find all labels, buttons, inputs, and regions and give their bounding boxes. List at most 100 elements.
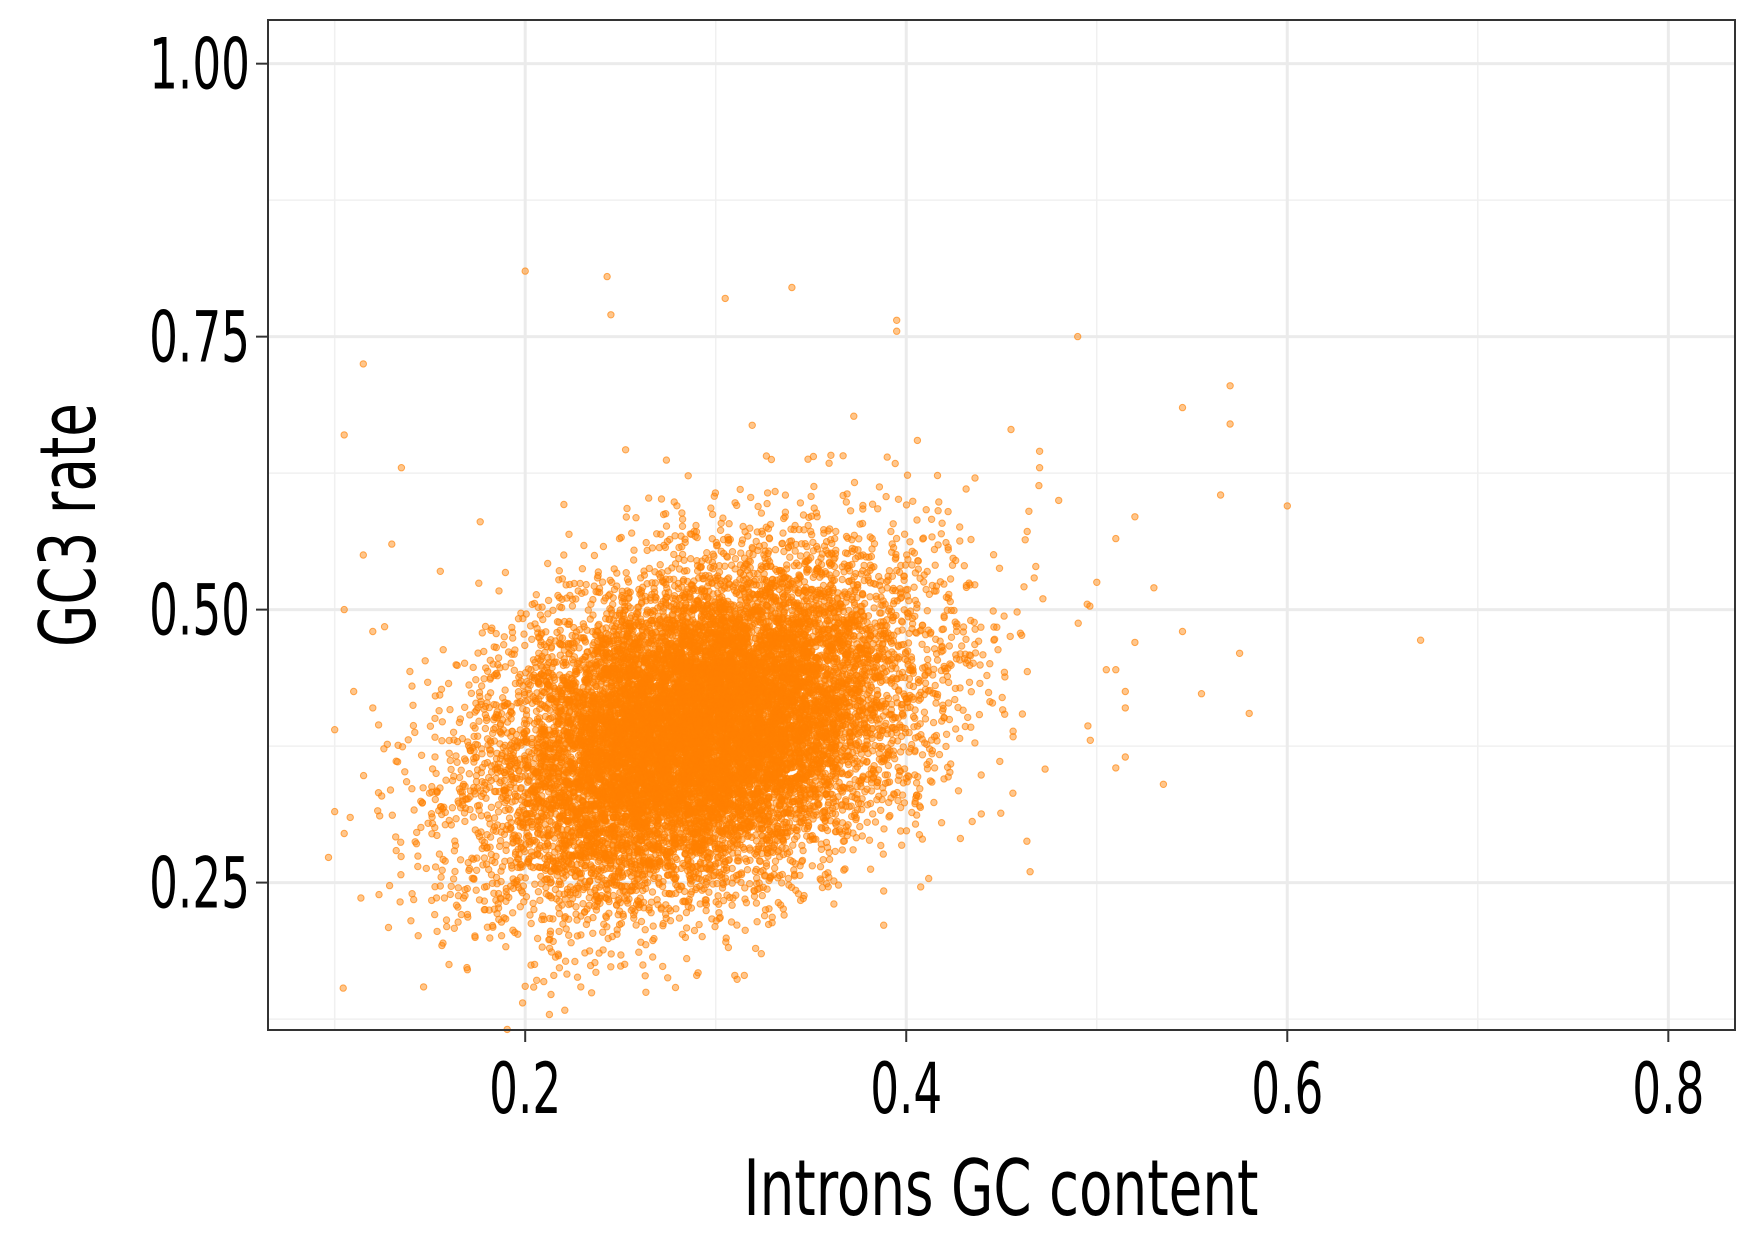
scatter-point [910,583,918,591]
scatter-point [465,770,473,778]
scatter-point [892,534,901,543]
scatter-point [438,737,446,745]
scatter-point [642,988,650,996]
scatter-point [527,961,535,969]
scatter-point [385,881,394,890]
scatter-point [894,642,903,651]
scatter-point [467,689,476,697]
scatter-point [995,564,1004,572]
scatter-point [863,801,872,809]
scatter-point [560,551,568,559]
scatter-point [448,804,457,812]
scatter-point [932,699,940,707]
scatter-point [781,491,790,499]
scatter-point [649,922,657,930]
scatter-point [747,493,755,502]
scatter-point [912,779,921,787]
scatter-point [346,813,354,822]
scatter-point [408,682,416,690]
scatter-point [433,927,441,936]
scatter-point [357,894,365,902]
scatter-point [630,546,638,554]
scatter-point [933,656,942,664]
scatter-point [431,714,439,723]
scatter-point [518,999,527,1007]
points-layer [324,267,1425,1034]
scatter-point [923,607,931,615]
scatter-point [495,587,503,595]
scatter-point [928,533,936,541]
scatter-point [887,527,895,536]
scatter-point [1084,722,1092,730]
scatter-point [563,970,571,978]
scatter-point [424,678,432,686]
scatter-point [641,972,649,980]
scatter-point [902,501,911,509]
scatter-point [971,739,979,747]
scatter-point [494,808,503,816]
scatter-point [1023,667,1032,676]
scatter-point [478,750,486,758]
scatter-point [397,871,405,879]
scatter-point [439,646,447,654]
scatter-point [472,676,480,684]
scatter-point [687,555,695,563]
scatter-point [877,806,885,814]
scatter-point [779,529,787,537]
scatter-point [526,911,534,919]
scatter-point [410,895,418,904]
scatter-point [809,538,817,547]
scatter-point [894,495,903,503]
scatter-point [793,832,801,840]
scatter-point [630,556,638,564]
scatter-point [538,943,546,951]
scatter-point [431,733,439,741]
scatter-point [935,750,944,759]
scatter-point [442,776,450,784]
scatter-point [751,944,760,953]
scatter-point [419,983,428,991]
scatter-point [891,459,899,468]
scatter-point [409,721,418,730]
scatter-point [929,718,938,727]
scatter-point [746,846,754,854]
scatter-point [449,875,458,883]
scatter-point [447,882,455,890]
scatter-point [452,752,460,760]
scatter-point [401,768,409,776]
scatter-point [922,506,930,514]
scatter-point [411,728,419,737]
scatter-point [657,495,666,503]
scatter-point [771,546,780,554]
scatter-point [622,513,630,521]
scatter-point [555,576,563,584]
scatter-point [1023,527,1031,536]
scatter-point [678,515,687,523]
scatter-point [975,710,984,719]
scatter-point [908,561,916,569]
scatter-point [571,957,579,966]
scatter-point [934,507,942,515]
scatter-point [850,478,859,487]
scatter-point [402,778,411,786]
scatter-point [678,522,687,530]
scatter-point [623,504,631,513]
scatter-point [500,633,508,641]
scatter-point [454,918,462,926]
scatter-point [507,659,515,667]
scatter-point [690,926,699,935]
scatter-point [388,811,396,819]
scatter-point [708,510,717,519]
scatter-point [998,693,1006,702]
scatter-point [870,604,878,612]
scatter-point [532,591,540,599]
scatter-point [1023,837,1031,845]
scatter-point [678,509,686,517]
scatter-point [409,701,417,709]
scatter-point [683,954,691,963]
scatter-point [725,856,733,865]
scatter-point [1013,608,1021,616]
scatter-point [871,818,880,826]
scatter-point [714,892,722,900]
scatter-point [642,538,650,547]
